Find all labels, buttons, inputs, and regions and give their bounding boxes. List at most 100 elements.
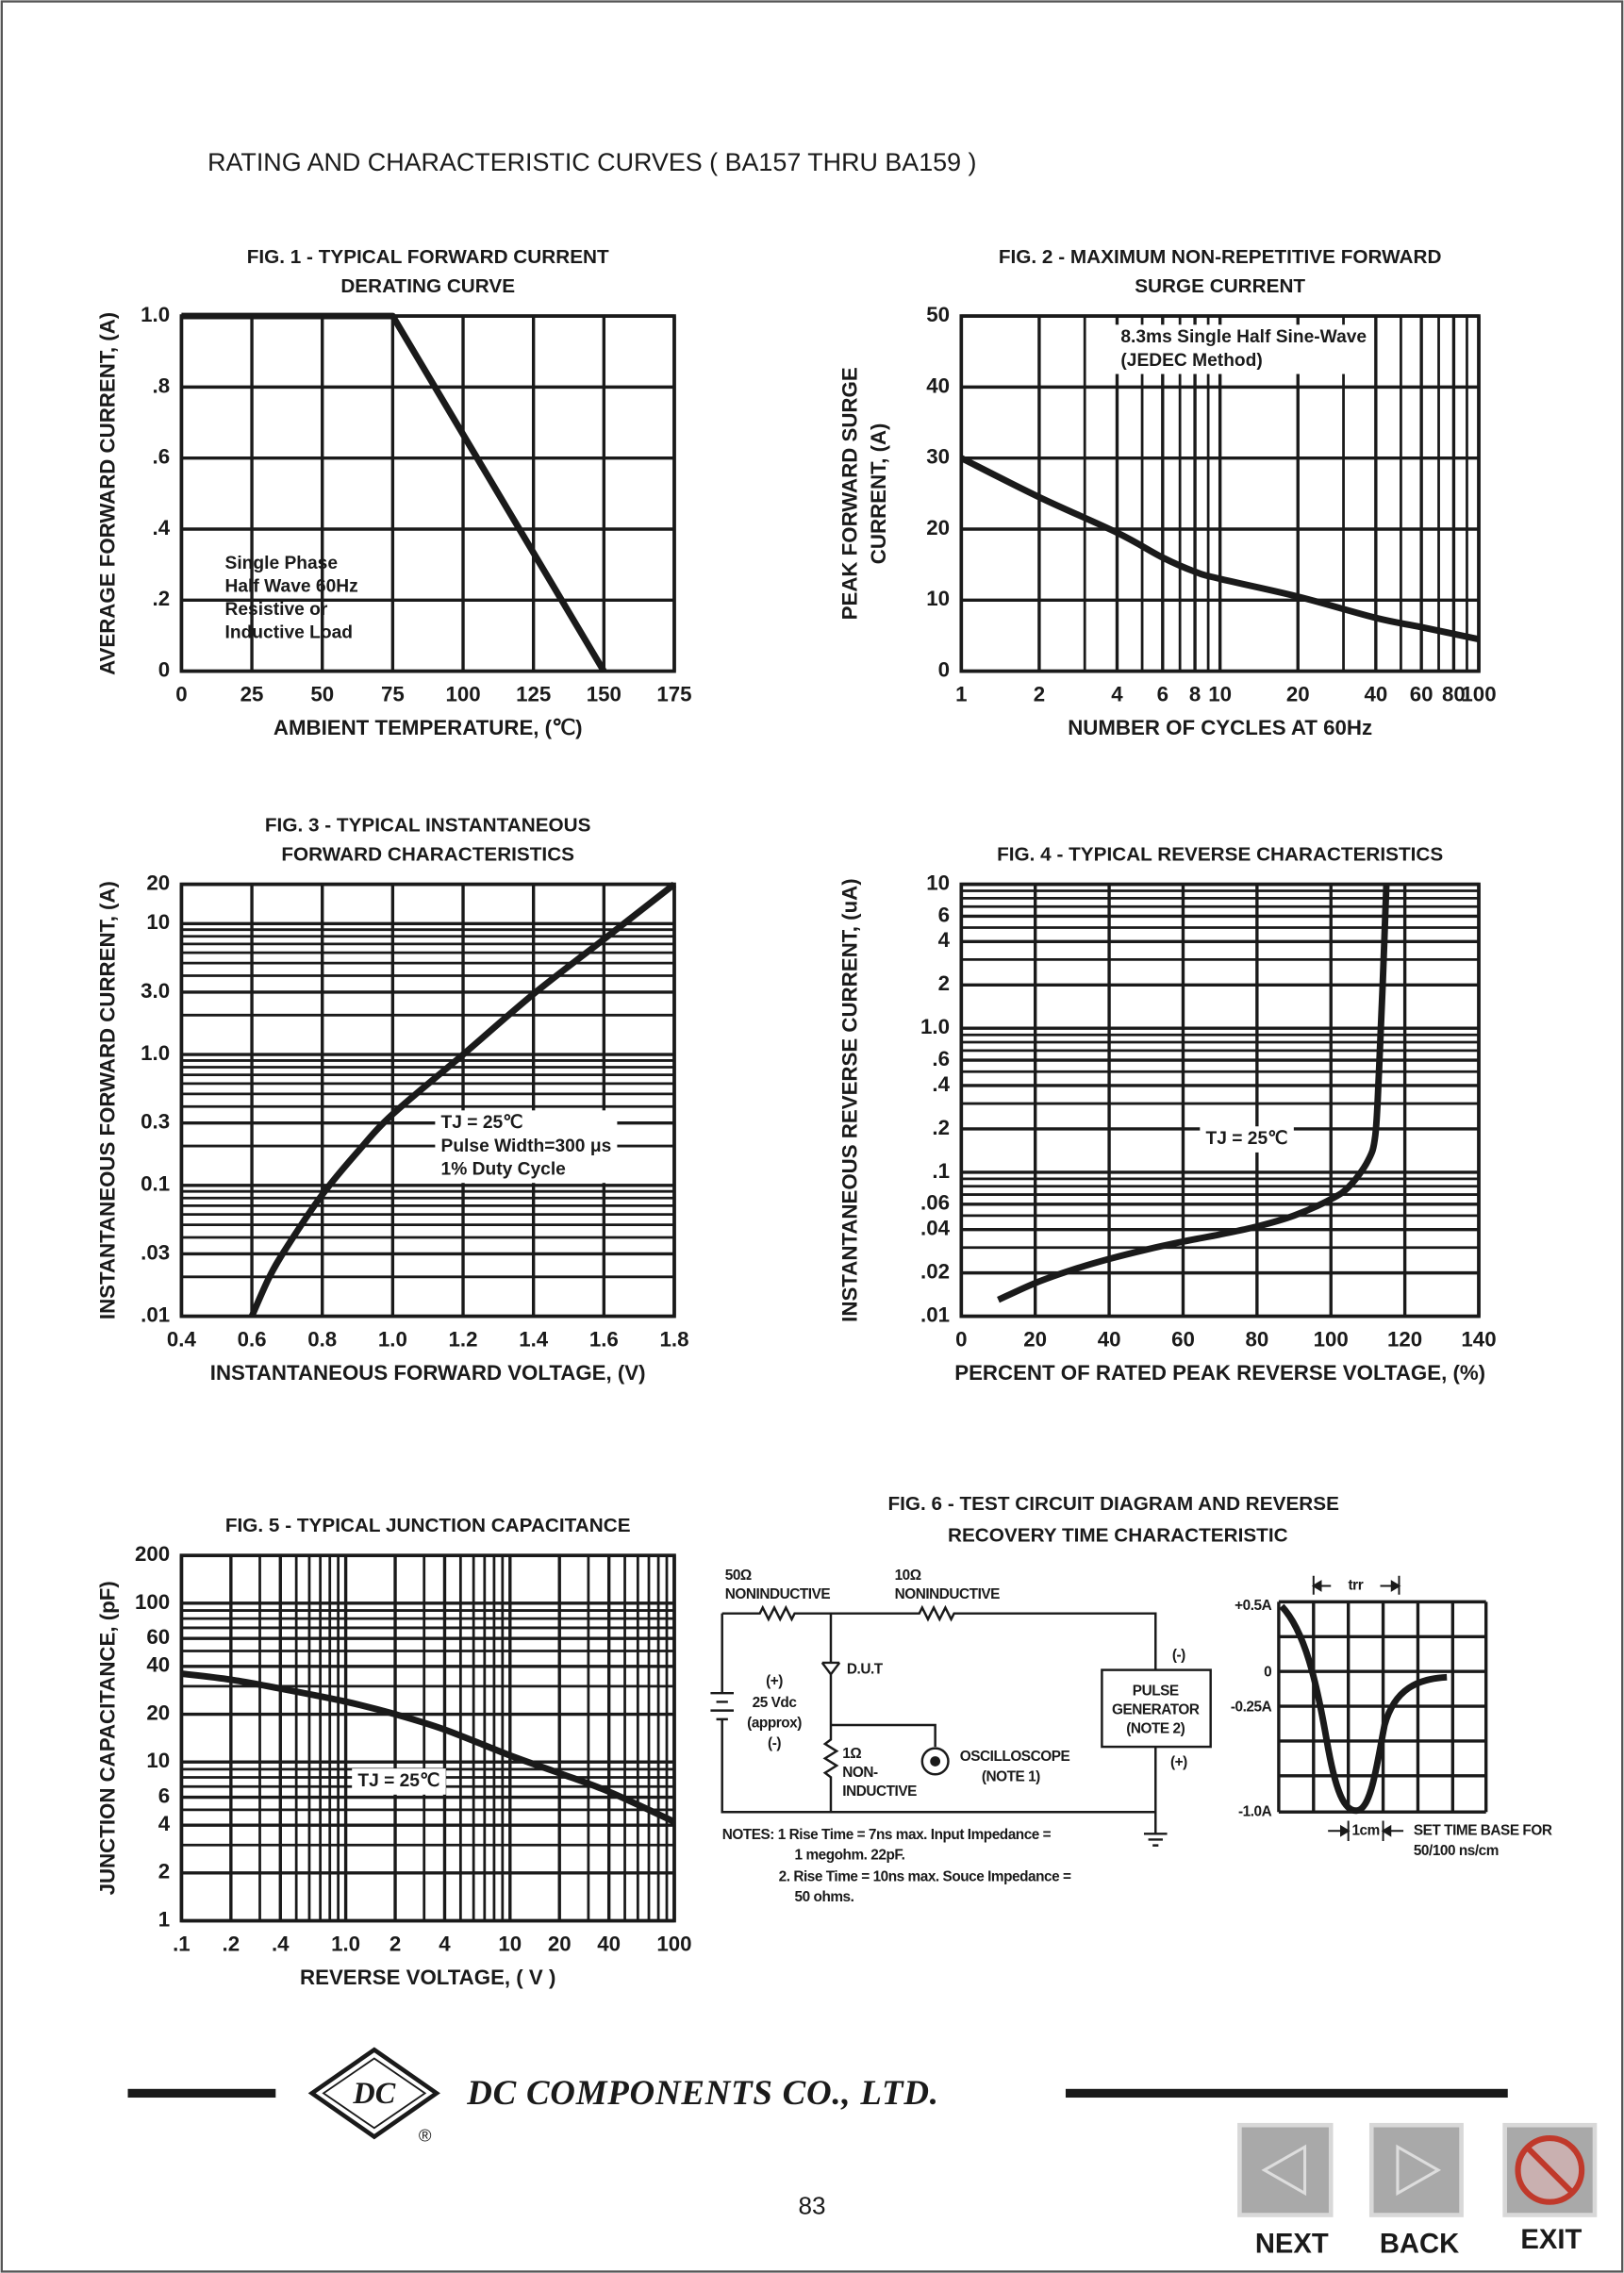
y-tick-label: .4 bbox=[153, 516, 171, 539]
button-face[interactable] bbox=[1237, 2122, 1334, 2217]
circuit-label: (-) bbox=[1172, 1647, 1185, 1663]
x-tick-label: 100 bbox=[656, 1933, 691, 1956]
waveform: trr +0.5A 0 -0.25A -1.0A 1cm SET TIME BA… bbox=[1231, 1575, 1552, 1859]
y-tick-label: 20 bbox=[146, 871, 170, 894]
annotation: Single Phase bbox=[225, 554, 339, 573]
y-tick-label: 40 bbox=[146, 1653, 170, 1677]
y-tick-label: .06 bbox=[920, 1191, 950, 1215]
circuit-label: D.U.T bbox=[847, 1662, 884, 1678]
button-label[interactable]: NEXT bbox=[1255, 2230, 1329, 2260]
y-tick-label: 3.0 bbox=[141, 979, 170, 1003]
y-axis-label: INSTANTANEOUS FORWARD CURRENT, (A) bbox=[95, 881, 119, 1319]
note: 1 megohm. 22pF. bbox=[795, 1847, 905, 1863]
x-tick-label: 40 bbox=[597, 1933, 621, 1956]
waveform-label: -0.25A bbox=[1231, 1700, 1272, 1716]
waveform-label: 0 bbox=[1264, 1665, 1271, 1681]
button-icon[interactable] bbox=[1396, 2144, 1442, 2197]
y-tick-label: 10 bbox=[926, 871, 950, 894]
waveform-label: SET TIME BASE FOR bbox=[1414, 1822, 1552, 1838]
circuit-label: 10Ω bbox=[895, 1568, 921, 1584]
chart-title: FORWARD CHARACTERISTICS bbox=[281, 843, 574, 865]
chart-title: FIG. 4 - TYPICAL REVERSE CHARACTERISTICS bbox=[997, 843, 1443, 865]
annotation-background bbox=[435, 1110, 618, 1184]
chart: FIG. 2 - MAXIMUM NON-REPETITIVE FORWARD S… bbox=[837, 246, 1496, 739]
y-tick-label: 2 bbox=[158, 1860, 170, 1883]
chart-title: FIG. 2 - MAXIMUM NON-REPETITIVE FORWARD bbox=[999, 246, 1442, 268]
fig6-title: RECOVERY TIME CHARACTERISTIC bbox=[948, 1525, 1288, 1547]
circuit-label: OSCILLOSCOPE bbox=[960, 1749, 1070, 1765]
exit-button[interactable]: EXIT bbox=[1502, 2122, 1598, 2255]
x-axis-label: PERCENT OF RATED PEAK REVERSE VOLTAGE, (… bbox=[954, 1361, 1485, 1385]
dut-branch bbox=[820, 1613, 936, 1813]
x-axis-label: REVERSE VOLTAGE, ( V ) bbox=[300, 1966, 555, 1989]
x-tick-label: 1.8 bbox=[660, 1328, 689, 1352]
logo-diamond bbox=[307, 2047, 440, 2140]
chart: FIG. 1 - TYPICAL FORWARD CURRENT DERATING… bbox=[95, 246, 691, 739]
logo: DC bbox=[352, 2076, 395, 2110]
x-tick-label: 125 bbox=[516, 683, 551, 706]
fig6-title: FIG. 6 - TEST CIRCUIT DIAGRAM AND REVERS… bbox=[887, 1493, 1339, 1515]
y-tick-label: 1 bbox=[158, 1907, 170, 1931]
button-label[interactable]: BACK bbox=[1380, 2230, 1459, 2260]
button-face[interactable] bbox=[1368, 2122, 1464, 2217]
data-line bbox=[959, 455, 1480, 643]
data-line bbox=[997, 884, 1390, 1303]
plot-frame bbox=[959, 314, 1481, 673]
figure-6: FIG. 6 - TEST CIRCUIT DIAGRAM AND REVERS… bbox=[710, 1493, 1552, 1905]
circuit-label: (-) bbox=[768, 1735, 781, 1751]
y-tick-label: 4 bbox=[938, 928, 951, 952]
button-icon[interactable] bbox=[1261, 2144, 1307, 2197]
button-icon[interactable] bbox=[1526, 2146, 1574, 2195]
chart-title: FIG. 3 - TYPICAL INSTANTANEOUS bbox=[265, 815, 591, 837]
x-tick-label: 1.4 bbox=[519, 1328, 549, 1352]
x-tick-label: 0 bbox=[955, 1328, 967, 1352]
footer: DC ® DC COMPONENTS CO., LTD. 83 bbox=[127, 2047, 1508, 2220]
x-tick-label: 100 bbox=[445, 683, 480, 706]
back-button[interactable]: BACK bbox=[1368, 2122, 1464, 2260]
y-tick-label: 0.1 bbox=[141, 1172, 170, 1196]
x-tick-label: 2 bbox=[389, 1933, 401, 1956]
y-tick-label: 2 bbox=[938, 971, 950, 995]
note: 50 ohms. bbox=[795, 1889, 854, 1905]
button-label[interactable]: EXIT bbox=[1520, 2225, 1582, 2255]
circuit-label: GENERATOR bbox=[1112, 1702, 1200, 1718]
y-tick-label: 10 bbox=[146, 1749, 170, 1772]
y-tick-label: 10 bbox=[926, 587, 950, 610]
y-tick-label: .2 bbox=[153, 587, 171, 610]
waveform-label: -1.0A bbox=[1238, 1803, 1272, 1819]
pulse-generator bbox=[1101, 1668, 1212, 1749]
x-tick-label: 0.8 bbox=[307, 1328, 337, 1352]
waveform-label: 1cm bbox=[1351, 1822, 1379, 1838]
y-tick-label: 200 bbox=[135, 1542, 170, 1566]
circuit-label: 50Ω bbox=[725, 1568, 752, 1584]
chart: FIG. 3 - TYPICAL INSTANTANEOUS FORWARD CH… bbox=[95, 815, 688, 1385]
battery bbox=[710, 1613, 1156, 1814]
y-axis-label: AVERAGE FORWARD CURRENT, (A) bbox=[95, 312, 119, 675]
y-tick-label: 60 bbox=[146, 1625, 170, 1649]
x-tick-label: 1.0 bbox=[331, 1933, 360, 1956]
y-tick-label: 1.0 bbox=[141, 1041, 170, 1065]
x-axis-label: NUMBER OF CYCLES AT 60Hz bbox=[1068, 716, 1372, 739]
y-tick-label: 30 bbox=[926, 445, 950, 469]
x-tick-label: 0.6 bbox=[238, 1328, 267, 1352]
y-tick-label: 1.0 bbox=[141, 303, 170, 326]
annotation-background bbox=[1200, 1126, 1294, 1153]
x-tick-label: 80 bbox=[1442, 683, 1466, 706]
y-tick-label: .02 bbox=[920, 1260, 950, 1284]
y-tick-label: 4 bbox=[158, 1812, 171, 1835]
annotation: 8.3ms Single Half Sine-Wave bbox=[1120, 327, 1367, 347]
next-button[interactable]: NEXT bbox=[1237, 2122, 1334, 2260]
oscilloscope-dot bbox=[930, 1756, 941, 1767]
x-tick-label: 8 bbox=[1189, 683, 1201, 706]
waveform-label: trr bbox=[1349, 1578, 1364, 1594]
x-tick-label: 10 bbox=[1208, 683, 1232, 706]
y-axis-label: CURRENT, (A) bbox=[867, 423, 890, 565]
navigation: NEXT BACK EXIT bbox=[1237, 2122, 1598, 2260]
annotation: Half Wave 60Hz bbox=[225, 577, 358, 597]
note: NOTES: 1 Rise Time = 7ns max. Input Impe… bbox=[722, 1827, 1052, 1843]
annotation: Resistive or bbox=[225, 600, 328, 620]
circuit-label: (+) bbox=[1170, 1754, 1187, 1770]
y-tick-label: 100 bbox=[135, 1590, 170, 1614]
y-tick-label: .04 bbox=[920, 1217, 951, 1240]
